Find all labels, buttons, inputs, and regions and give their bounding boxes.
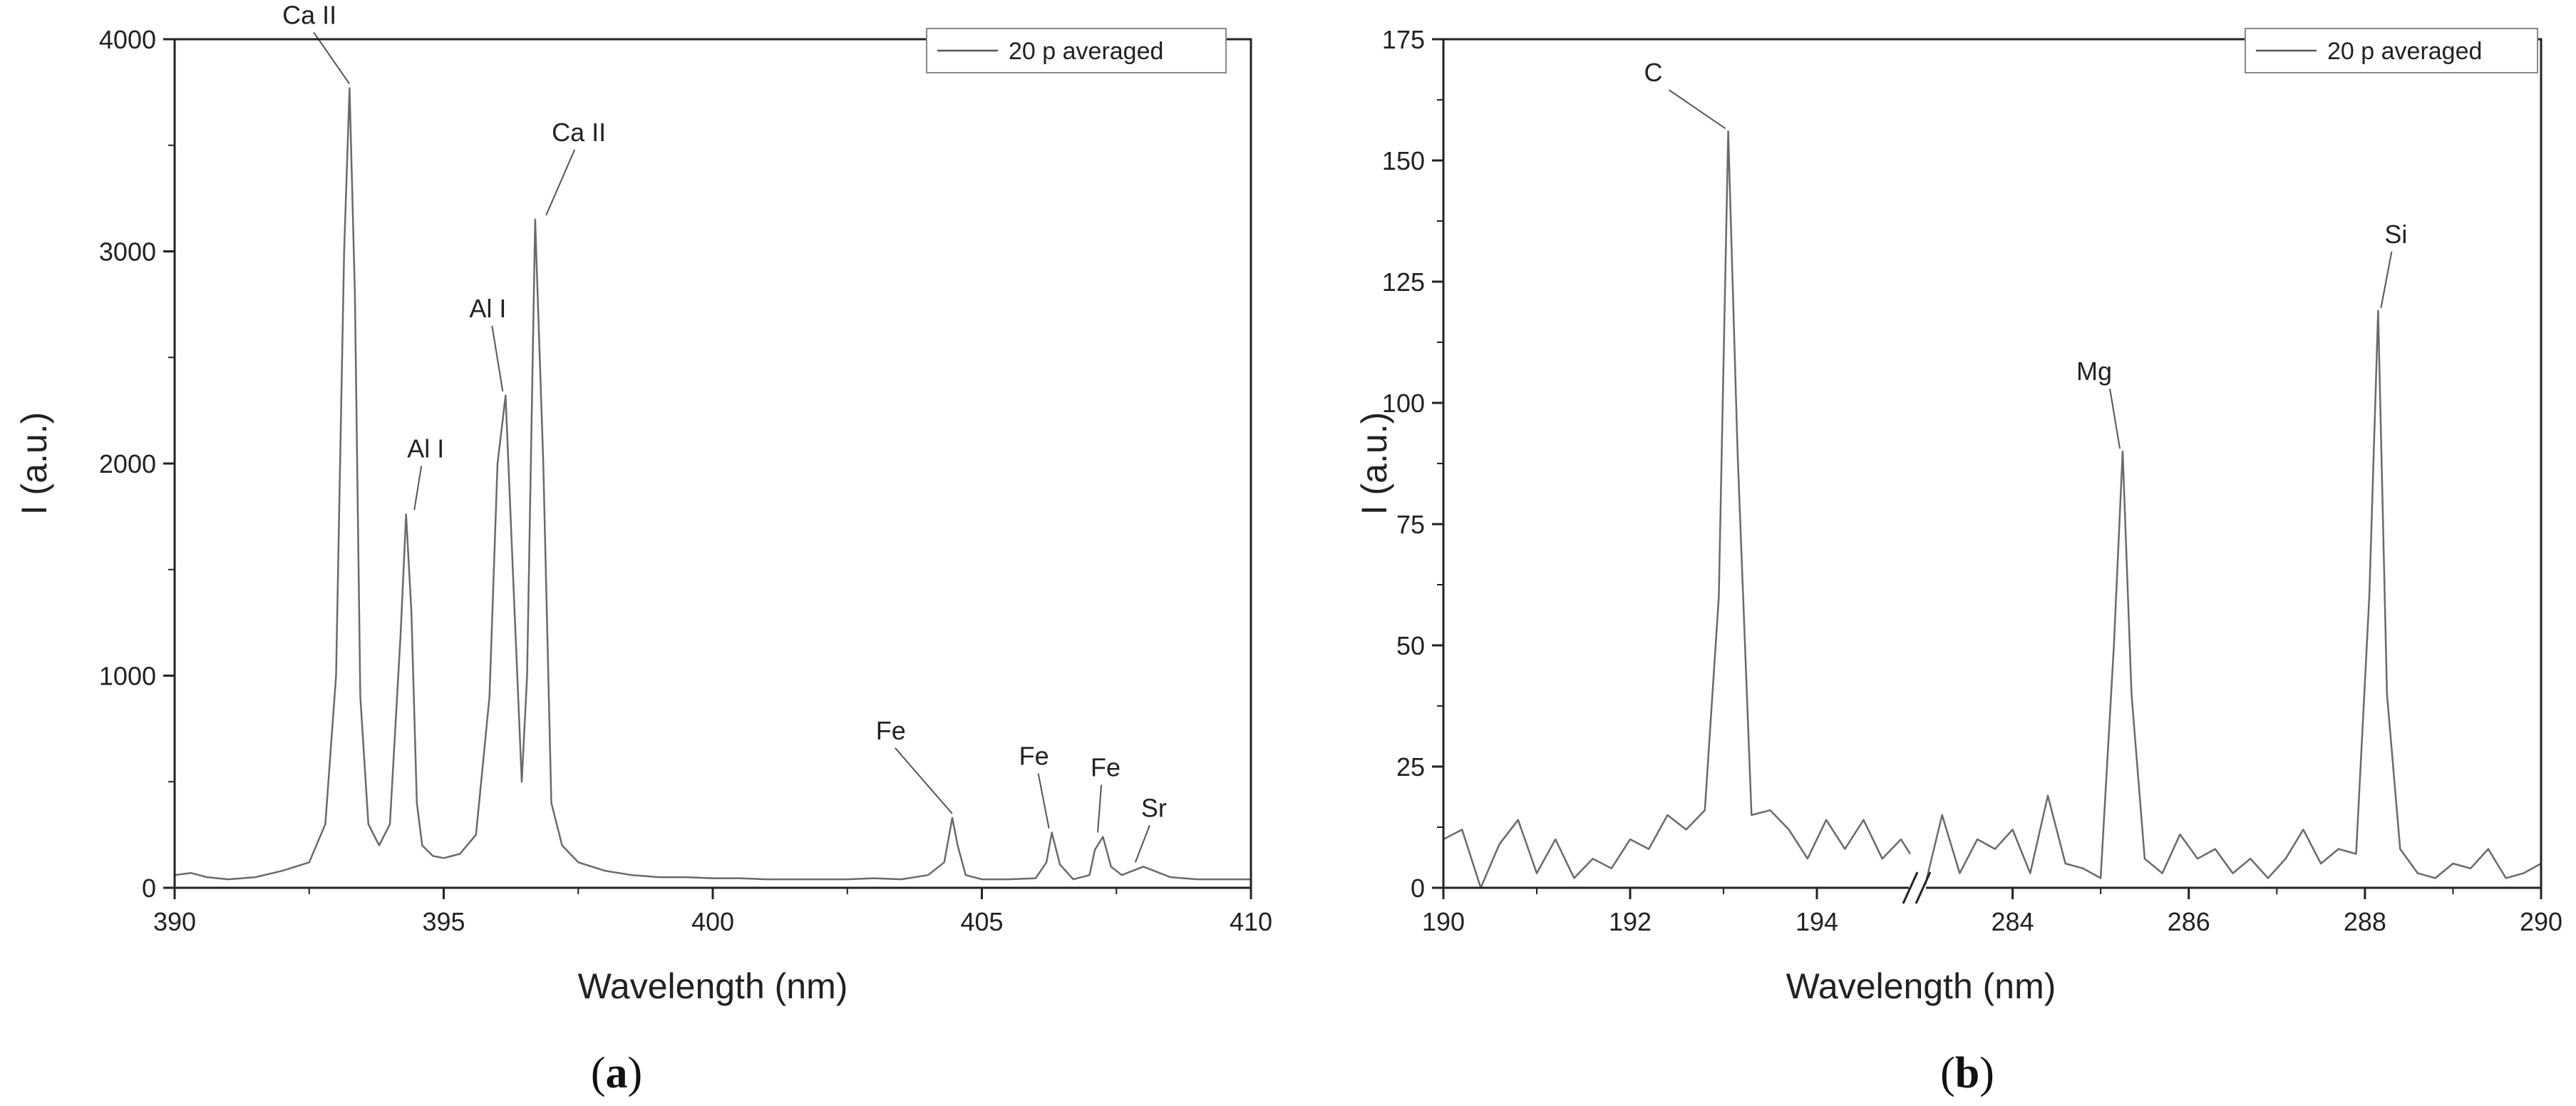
peak-annotation: Sr [1141, 793, 1167, 822]
panel-b-y-axis-title: I (a.u.) [1354, 412, 1394, 515]
panel-a-legend-label: 20 p averaged [1009, 38, 1163, 65]
peak-annotation: Al I [407, 434, 444, 463]
y-tick-label: 175 [1382, 25, 1425, 54]
panel-a-annotations: Ca II Al I Al I Ca II Fe Fe Fe Sr [282, 0, 1167, 863]
panel-b-plot-frame [1442, 38, 2542, 889]
peak-annotation: Ca II [552, 118, 606, 147]
x-tick-label: 194 [1796, 907, 1838, 936]
x-tick-label: 390 [153, 907, 196, 936]
panel-a-legend: 20 p averaged [926, 28, 1227, 73]
peak-annotation: Al I [469, 294, 506, 323]
x-tick-label: 286 [2168, 907, 2210, 936]
peak-annotation: Mg [2076, 357, 2112, 386]
series-line [1923, 309, 2542, 889]
y-tick-label: 75 [1396, 510, 1425, 539]
panel-b-letter: b [1955, 1049, 1979, 1097]
panel-b-legend-label: 20 p averaged [2327, 38, 2482, 65]
x-tick-label: 288 [2344, 907, 2386, 936]
y-tick-label: 1000 [99, 662, 156, 691]
peak-annotation: Fe [876, 716, 906, 745]
panel-a-axis-ticks [163, 38, 1252, 899]
x-tick-label: 192 [1609, 907, 1652, 936]
annotation-leader [2380, 251, 2393, 308]
x-tick-label: 190 [1422, 907, 1465, 936]
x-tick-label: 405 [960, 907, 1003, 936]
axis-break-slash [1902, 871, 1919, 904]
panel-a-letter: a [606, 1049, 628, 1097]
peak-annotation: C [1644, 58, 1663, 87]
panel-a-plot-frame [173, 38, 1252, 889]
series-line [174, 87, 1251, 881]
annotation-leader [545, 149, 576, 216]
x-tick-label: 400 [691, 907, 734, 936]
y-tick-label: 100 [1382, 389, 1425, 418]
panel-a-caption-letter: (a) [591, 1049, 642, 1097]
annotation-leader [2109, 388, 2121, 449]
panel-b-legend: 20 p averaged [2245, 28, 2538, 73]
y-tick-label: 25 [1396, 752, 1425, 782]
y-tick-label: 50 [1396, 631, 1425, 660]
panel-b-axis-ticks [1432, 38, 2542, 899]
y-tick-label: 0 [142, 874, 156, 903]
annotation-leader [413, 466, 423, 511]
y-tick-label: 0 [1411, 874, 1425, 903]
annotation-leader [1668, 89, 1726, 130]
annotation-leader [1097, 784, 1103, 833]
annotation-leader [491, 325, 504, 391]
x-tick-label: 410 [1230, 907, 1272, 936]
panel-b-x-tick-labels: 190 192 194 284 286 288 290 [1422, 907, 2562, 936]
axis-break-slash [1915, 871, 1932, 904]
peak-annotation: Si [2384, 220, 2407, 249]
panel-b-annotations: C Mg Si [1644, 58, 2407, 449]
y-tick-label: 150 [1382, 146, 1425, 175]
panel-a-y-tick-labels: 0 1000 2000 3000 4000 [99, 25, 156, 903]
panel-b-series [1443, 130, 2542, 889]
annotation-leader [894, 747, 953, 814]
panel-b-y-tick-labels: 0 25 50 75 100 125 150 175 [1382, 25, 1425, 903]
x-tick-label: 290 [2520, 907, 2562, 936]
x-tick-label: 395 [422, 907, 465, 936]
panel-a-x-axis-title: Wavelength (nm) [578, 966, 848, 1006]
y-tick-label: 4000 [99, 25, 156, 54]
peak-annotation: Fe [1019, 742, 1049, 771]
panel-b-caption-letter: (b) [1940, 1049, 1994, 1097]
x-tick-label: 284 [1992, 907, 2034, 936]
y-tick-label: 2000 [99, 449, 156, 478]
y-tick-label: 3000 [99, 237, 156, 267]
panel-a-chart: 390 395 400 405 410 0 1000 2000 3000 4000 Ca II A… [14, 0, 1272, 1097]
panel-a-x-tick-labels: 390 395 400 405 410 [153, 907, 1272, 936]
peak-annotation: Fe [1091, 753, 1120, 782]
panel-a-y-axis-title: I (a.u.) [14, 412, 54, 515]
panel-a-series [174, 87, 1251, 881]
annotation-leader [1037, 773, 1050, 829]
y-tick-label: 125 [1382, 267, 1425, 297]
panel-b-axis-break-marker [1902, 871, 1932, 904]
annotation-leader [1134, 824, 1150, 863]
peak-annotation: Ca II [282, 0, 336, 29]
panel-b-x-axis-title: Wavelength (nm) [1786, 966, 2056, 1006]
series-line [1443, 130, 1912, 889]
panel-b-chart: 190 192 194 284 286 288 290 0 25 50 75 100 125 150 17… [1354, 25, 2562, 1097]
annotation-leader [313, 31, 350, 84]
